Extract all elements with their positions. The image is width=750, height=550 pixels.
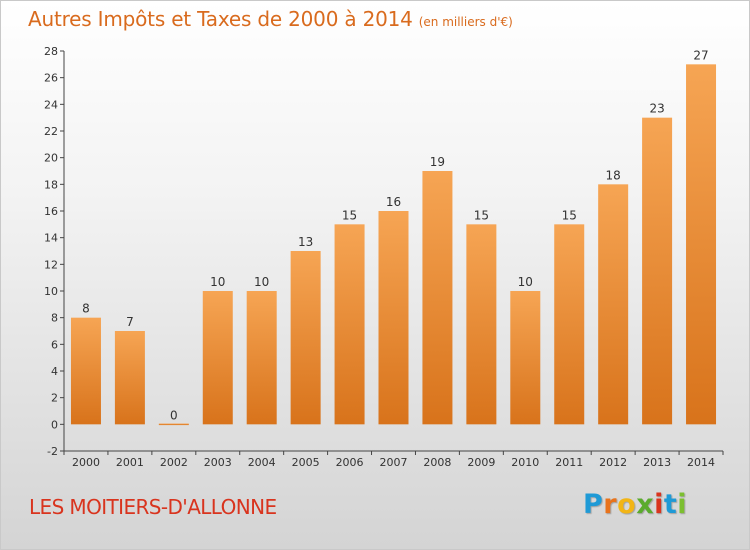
- logo-letter: o: [617, 489, 637, 520]
- bar: [334, 224, 365, 425]
- x-tick-label: 2008: [423, 456, 451, 469]
- bar: [202, 291, 233, 425]
- bar: [422, 171, 453, 425]
- x-tick-label: 2012: [599, 456, 627, 469]
- bar: [598, 184, 629, 425]
- x-tick-label: 2013: [643, 456, 671, 469]
- y-tick-label: 8: [51, 312, 58, 325]
- y-tick-label: 18: [44, 178, 58, 191]
- bar-value-label: 8: [82, 302, 90, 316]
- bar-value-label: 16: [386, 195, 401, 209]
- y-tick-label: 20: [44, 152, 58, 165]
- bar-value-label: 23: [649, 102, 664, 116]
- logo-letter: i: [654, 489, 664, 520]
- bar-value-label: 27: [693, 48, 708, 62]
- bar-value-label: 10: [210, 275, 225, 289]
- x-tick-label: 2001: [116, 456, 144, 469]
- x-tick-label: 2014: [687, 456, 715, 469]
- chart-subtitle: (en milliers d'€): [418, 15, 513, 29]
- bar: [290, 251, 321, 425]
- place-name: LES MOITIERS-D'ALLONNE: [29, 495, 277, 519]
- y-tick-label: 12: [44, 258, 58, 271]
- y-tick-label: 16: [44, 205, 58, 218]
- logo-letter: P: [583, 489, 604, 520]
- y-tick-label: 4: [51, 365, 58, 378]
- logo-letter: x: [636, 489, 655, 520]
- bar-value-label: 15: [342, 208, 357, 222]
- x-tick-label: 2009: [467, 456, 495, 469]
- y-tick-label: 6: [51, 338, 58, 351]
- bar: [554, 224, 585, 425]
- bar-value-label: 15: [474, 208, 489, 222]
- logo-letter: r: [603, 489, 618, 520]
- x-tick-label: 2010: [511, 456, 539, 469]
- bar-value-label: 19: [430, 155, 445, 169]
- y-tick-label: -2: [47, 445, 58, 458]
- chart-title: Autres Impôts et Taxes de 2000 à 2014 (en…: [28, 7, 513, 31]
- bar: [378, 211, 409, 425]
- bar-value-label: 10: [254, 275, 269, 289]
- bar-value-label: 0: [170, 408, 178, 422]
- bar-value-label: 10: [518, 275, 533, 289]
- y-tick-label: 24: [44, 98, 58, 111]
- x-tick-label: 2006: [336, 456, 364, 469]
- bar-value-label: 7: [126, 315, 134, 329]
- bar: [70, 317, 101, 425]
- y-tick-label: 10: [44, 285, 58, 298]
- bar: [158, 423, 189, 426]
- bar: [642, 117, 673, 425]
- logo-letter: i: [677, 489, 688, 520]
- x-tick-label: 2002: [160, 456, 188, 469]
- x-tick-label: 2000: [72, 456, 100, 469]
- x-tick-label: 2005: [292, 456, 320, 469]
- title-text: Autres Impôts et Taxes de 2000 à 2014: [28, 7, 413, 31]
- y-tick-label: 22: [44, 125, 58, 138]
- bar: [686, 64, 717, 425]
- logo-letter: t: [663, 489, 678, 520]
- bar: [510, 291, 541, 425]
- y-tick-label: 14: [44, 232, 58, 245]
- y-tick-label: 26: [44, 72, 58, 85]
- bar-value-label: 13: [298, 235, 313, 249]
- y-tick-label: 2: [51, 392, 58, 405]
- x-tick-label: 2007: [380, 456, 408, 469]
- x-tick-label: 2003: [204, 456, 232, 469]
- bar-value-label: 18: [606, 168, 621, 182]
- x-tick-label: 2004: [248, 456, 276, 469]
- bar: [466, 224, 497, 425]
- x-tick-label: 2011: [555, 456, 583, 469]
- bar: [114, 331, 145, 425]
- y-tick-label: 28: [44, 45, 58, 58]
- y-tick-label: 0: [51, 418, 58, 431]
- bar: [246, 291, 277, 425]
- bar-value-label: 15: [562, 208, 577, 222]
- proxiti-logo: Proxiti: [583, 489, 687, 520]
